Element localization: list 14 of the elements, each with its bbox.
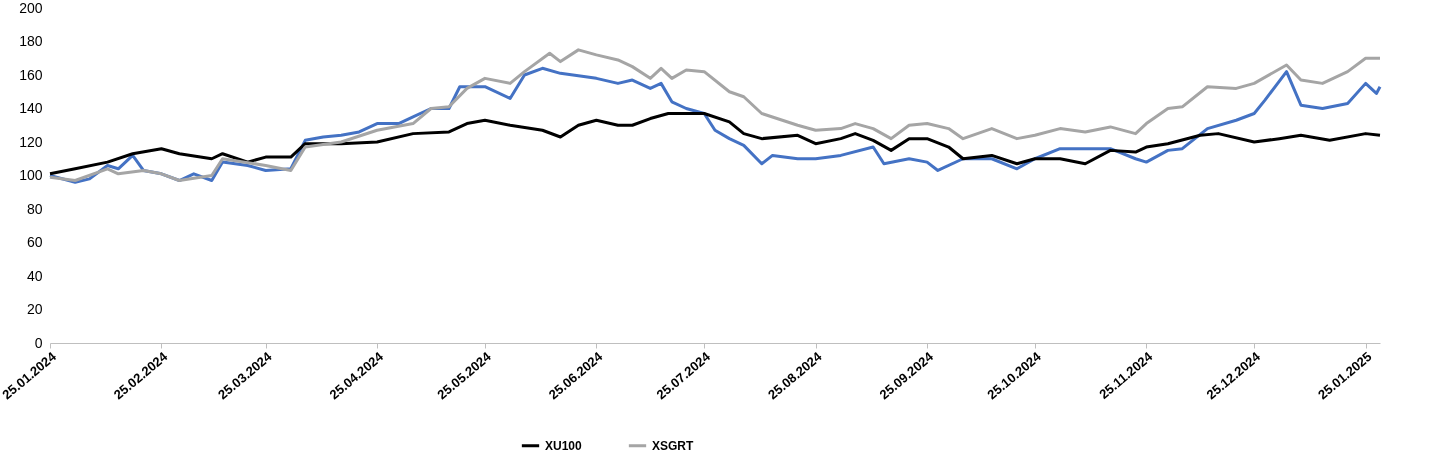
legend-label: XSGRT <box>652 438 695 453</box>
line-series <box>48 112 1382 176</box>
y-tick-label: 180 <box>19 33 43 49</box>
y-tick-label: 60 <box>26 234 43 250</box>
y-tick-label: 160 <box>19 66 43 83</box>
y-tick-label: 20 <box>26 301 43 317</box>
y-tick-label: 40 <box>26 267 43 284</box>
y-tick-label: 200 <box>19 0 43 16</box>
y-tick-label: 100 <box>19 167 43 183</box>
y-tick-label: 120 <box>19 133 43 150</box>
y-tick-label: 80 <box>26 200 43 217</box>
legend-label: XU100 <box>545 438 583 453</box>
y-tick-label: 0 <box>34 334 43 351</box>
y-tick-label: 140 <box>19 100 43 116</box>
